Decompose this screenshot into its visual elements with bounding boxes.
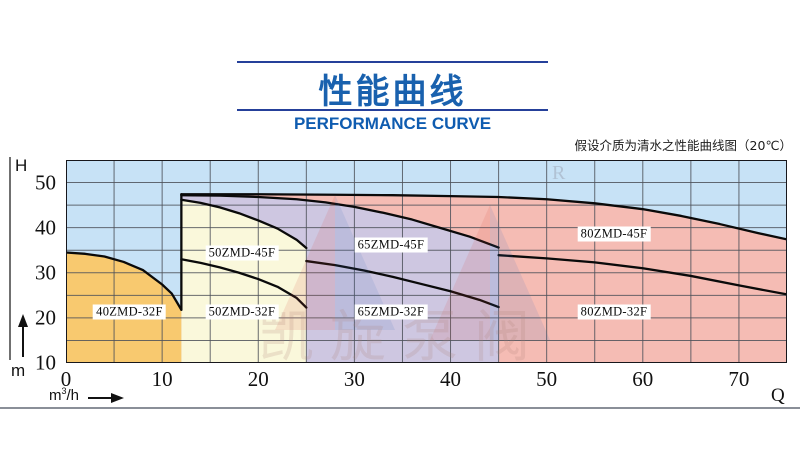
bottom-rule — [0, 407, 800, 409]
page-subtitle: PERFORMANCE CURVE — [293, 114, 492, 133]
region-50ZMD — [181, 199, 307, 363]
chart-note: 假设介质为清水之性能曲线图（20℃） — [574, 138, 792, 153]
x-tick-label: 30 — [343, 367, 365, 391]
x-tick-label: 70 — [728, 367, 750, 391]
x-axis-symbol: Q — [771, 385, 785, 406]
x-tick-label: 50 — [536, 367, 558, 391]
y-tick-label: 40 — [35, 215, 56, 240]
y-tick-label: 20 — [35, 305, 56, 330]
x-tick-label: 60 — [632, 367, 654, 391]
y-tick-label: 50 — [35, 170, 56, 195]
y-axis-unit: m — [11, 361, 26, 380]
header-rule-bottom — [237, 109, 548, 111]
y-tick-label: 10 — [35, 350, 56, 375]
x-tick-label: 40 — [440, 367, 462, 391]
performance-chart-plot — [66, 160, 787, 363]
x-axis-unit: m3/h — [49, 386, 80, 404]
x-tick-label: 20 — [247, 367, 269, 391]
x-tick-label: 10 — [151, 367, 173, 391]
x-axis-arrow-icon — [88, 393, 124, 403]
y-tick-label: 30 — [35, 260, 56, 285]
page-title: 性能曲线 — [318, 72, 467, 112]
y-axis-symbol: H — [15, 156, 28, 175]
y-axis-arrow-icon — [18, 314, 28, 357]
left-rule — [9, 157, 11, 360]
header-rule-top — [237, 61, 548, 63]
